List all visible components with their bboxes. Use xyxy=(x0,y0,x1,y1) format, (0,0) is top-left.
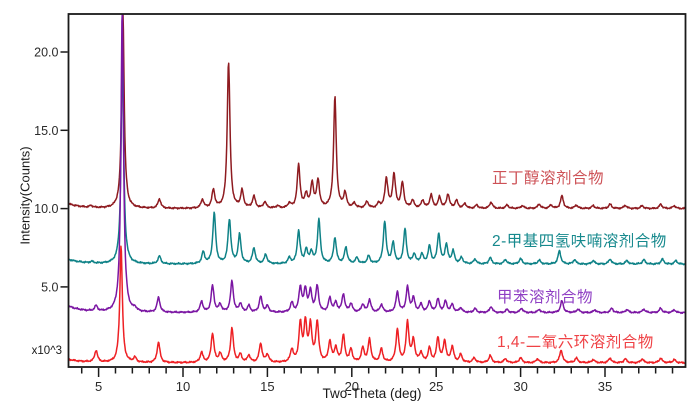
x-tick-label: 5 xyxy=(95,379,102,394)
x-axis-title: Two-Theta (deg) xyxy=(322,386,422,401)
trace-2-methyltetrahydrofuran-solvate xyxy=(68,52,686,266)
y-tick-label: 15.0 xyxy=(34,124,58,138)
trace-1-4-dioxane-solvate xyxy=(68,245,686,365)
x-tick-label: 25 xyxy=(429,379,443,394)
trace-n-butanol-solvate xyxy=(68,14,686,210)
y-tick-label: 20.0 xyxy=(34,46,58,60)
y-axis-multiplier: x10^3 xyxy=(31,345,62,357)
y-axis-title: Intensity(Counts) xyxy=(17,146,33,245)
trace-toluene-solvate xyxy=(68,14,686,315)
x-tick-label: 35 xyxy=(598,379,612,394)
y-tick-label: 5.0 xyxy=(41,280,58,294)
series-label-toluene: 甲苯溶剂合物 xyxy=(497,289,594,306)
series-label-2-methyltetrahydrofuran: 2-甲基四氢呋喃溶剂合物 xyxy=(492,233,667,250)
y-tick-label: 10.0 xyxy=(34,202,58,216)
plot-border xyxy=(67,13,687,368)
series-label-n-butanol: 正丁醇溶剂合物 xyxy=(492,170,605,187)
x-tick-label: 15 xyxy=(260,379,274,394)
series-label-1-4-dioxane: 1,4-二氧六环溶剂合物 xyxy=(497,334,654,351)
x-tick-label: 10 xyxy=(176,379,190,394)
trace-group xyxy=(68,14,686,365)
axis-ticks xyxy=(60,51,674,377)
x-tick-label: 30 xyxy=(513,379,527,394)
x-tick-label: 20 xyxy=(345,379,359,394)
